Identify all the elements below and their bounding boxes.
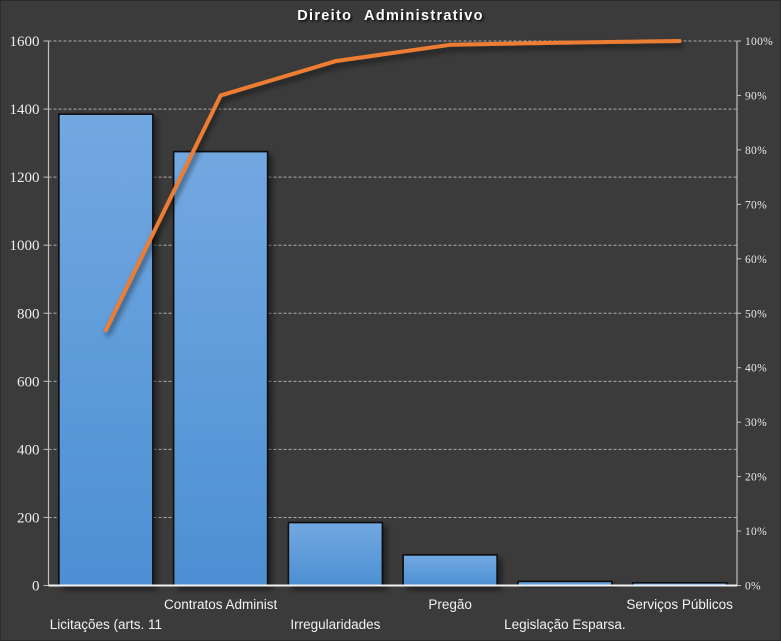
right-axis-tick-label: 20% bbox=[745, 472, 767, 484]
bar-2[interactable] bbox=[172, 150, 269, 587]
left-axis-tick-label: 200 bbox=[17, 510, 40, 526]
left-axis-labels: 0 200 400 600 800 1000 1200 1400 1600 bbox=[10, 34, 40, 595]
bar-series bbox=[58, 113, 728, 587]
right-axis-tick-label: 0% bbox=[745, 581, 761, 593]
right-axis-labels: 0% 10% 20% 30% 40% 50% 60% 70% 80% 90% 100% bbox=[745, 36, 773, 593]
category-label-5: Legislação Esparsa. bbox=[504, 617, 626, 632]
cumulative-line[interactable] bbox=[103, 39, 682, 333]
left-axis-tick-label: 1200 bbox=[10, 170, 40, 186]
chart-title[interactable]: Direito Administrativo bbox=[297, 8, 484, 24]
left-axis-tick-label: 1000 bbox=[10, 238, 40, 254]
category-label-2: Contratos Administ bbox=[164, 597, 278, 612]
bar-3[interactable] bbox=[287, 521, 384, 587]
category-label-4: Pregão bbox=[428, 597, 472, 612]
category-label-6: Serviços Públicos bbox=[626, 597, 733, 612]
right-axis-tick-label: 10% bbox=[745, 526, 767, 538]
axes bbox=[43, 40, 741, 587]
right-axis-tick-label: 60% bbox=[745, 254, 767, 266]
category-label-3: Irregularidades bbox=[290, 617, 380, 632]
bar-1[interactable] bbox=[58, 113, 154, 587]
bar-4[interactable] bbox=[402, 554, 498, 587]
right-axis-tick-label: 40% bbox=[745, 363, 767, 375]
left-axis-tick-label: 1400 bbox=[10, 102, 40, 118]
right-axis-tick-label: 70% bbox=[745, 199, 767, 211]
left-axis-tick-label: 400 bbox=[17, 442, 40, 458]
left-axis-tick-label: 800 bbox=[17, 306, 40, 322]
right-axis-tick-label: 90% bbox=[745, 90, 767, 102]
right-axis-tick-label: 50% bbox=[745, 308, 767, 320]
right-axis-tick-label: 100% bbox=[745, 36, 773, 48]
category-label-1: Licitações (arts. 11 bbox=[50, 617, 162, 632]
right-axis-tick-label: 30% bbox=[745, 417, 767, 429]
left-axis-tick-label: 0 bbox=[32, 579, 40, 595]
left-axis-tick-label: 600 bbox=[17, 374, 40, 390]
right-axis-tick-label: 80% bbox=[745, 145, 767, 157]
left-axis-tick-label: 1600 bbox=[10, 34, 40, 50]
